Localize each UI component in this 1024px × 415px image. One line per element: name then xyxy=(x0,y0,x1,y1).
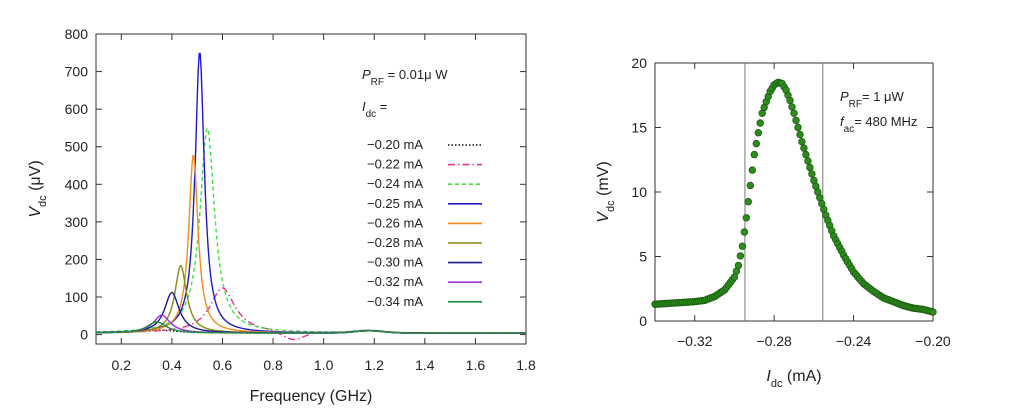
data-point xyxy=(734,261,743,270)
right-power-annotation: PRF= 1 μW xyxy=(840,89,905,110)
data-point xyxy=(744,197,752,206)
left-x-axis-label: Frequency (GHz) xyxy=(250,388,373,405)
left-x-tick-label: 0.6 xyxy=(213,357,233,373)
right-frequency-annotation: fac= 480 MHz xyxy=(840,114,917,135)
series-line xyxy=(96,126,526,334)
left-x-tick-label: 1.4 xyxy=(415,357,435,373)
data-point xyxy=(746,181,754,190)
left-x-tick-label: 1.8 xyxy=(516,357,536,373)
left-x-tick-label: 1.0 xyxy=(314,357,334,373)
left-plot-frame xyxy=(95,33,527,345)
data-point xyxy=(796,130,804,139)
data-point xyxy=(806,163,814,172)
left-y-tick-label: 0 xyxy=(80,327,88,343)
data-point xyxy=(736,252,745,260)
data-point xyxy=(802,150,810,159)
left-y-tick-label: 400 xyxy=(65,176,89,192)
right-x-tick-label: −0.28 xyxy=(756,333,792,349)
data-point xyxy=(794,123,802,132)
right-y-tick-label: 20 xyxy=(631,55,647,71)
right-x-axis-label: Idc (mA) xyxy=(766,368,821,390)
data-point xyxy=(800,144,808,152)
frequency-chart: 0.2 0.4 0.6 0.8 1.0 1.2 1.4 1.6 1.8 0 100 200 300 400… xyxy=(27,26,536,405)
left-x-tick-label: 0.4 xyxy=(162,357,182,373)
legend-item-label: −0.24 mA xyxy=(367,176,423,191)
series-line xyxy=(96,321,526,334)
data-point xyxy=(798,137,806,146)
data-point xyxy=(790,109,798,117)
data-point xyxy=(754,128,762,137)
data-point xyxy=(750,150,758,159)
legend-item-label: −0.28 mA xyxy=(367,235,423,250)
left-y-tick-label: 800 xyxy=(65,26,89,42)
data-point xyxy=(748,166,756,174)
right-x-tick-label: −0.24 xyxy=(836,333,872,349)
right-y-tick-label: 15 xyxy=(631,120,647,136)
left-power-annotation: PRF = 0.01μ W xyxy=(362,67,448,88)
series-line xyxy=(96,52,526,334)
left-y-tick-label: 600 xyxy=(65,101,89,117)
left-x-tick-label: 0.8 xyxy=(263,357,283,373)
right-x-tick-label: −0.32 xyxy=(677,333,713,349)
data-point xyxy=(752,139,760,148)
legend: −0.20 mA −0.22 mA −0.24 mA −0.25 mA −0.26 mA… xyxy=(367,137,482,309)
left-x-tick-label: 1.6 xyxy=(466,357,486,373)
legend-item-label: −0.26 mA xyxy=(367,215,423,230)
legend-item-label: −0.32 mA xyxy=(367,274,423,289)
data-point xyxy=(808,170,816,178)
data-point xyxy=(742,214,750,222)
legend-item-label: −0.30 mA xyxy=(367,255,423,270)
right-y-tick-label: 10 xyxy=(631,184,647,200)
legend-item-label: −0.20 mA xyxy=(367,137,423,152)
current-chart: −0.32 −0.28 −0.24 −0.20 0 5 10 15 20 Idc (mA) Vd… xyxy=(595,55,951,390)
data-point xyxy=(786,96,794,105)
left-y-tick-label: 500 xyxy=(65,139,89,155)
legend-item-label: −0.34 mA xyxy=(367,294,423,309)
left-y-tick-label: 300 xyxy=(65,214,89,230)
left-y-tick-label: 700 xyxy=(65,64,89,80)
legend-item-label: −0.25 mA xyxy=(367,196,423,211)
data-point xyxy=(804,157,812,165)
right-y-axis-label: Vdc (mV) xyxy=(595,161,617,222)
right-x-tick-label: −0.20 xyxy=(915,333,951,349)
right-y-tick-label: 5 xyxy=(639,249,647,265)
left-y-axis-label: Vdc (μV) xyxy=(27,160,49,217)
left-y-tick-label: 200 xyxy=(65,251,89,267)
series-line xyxy=(96,154,526,334)
left-x-tick-label: 1.2 xyxy=(365,357,385,373)
data-point xyxy=(788,103,796,111)
left-y-tick-label: 100 xyxy=(65,289,89,305)
data-point xyxy=(738,242,747,250)
data-point xyxy=(929,308,937,316)
data-point xyxy=(792,116,800,125)
data-point xyxy=(740,228,749,236)
data-point xyxy=(756,119,764,127)
legend-title: Idc = xyxy=(362,99,387,120)
right-y-tick-label: 0 xyxy=(639,313,647,329)
left-x-tick-label: 0.2 xyxy=(112,357,132,373)
legend-item-label: −0.22 mA xyxy=(367,157,423,172)
